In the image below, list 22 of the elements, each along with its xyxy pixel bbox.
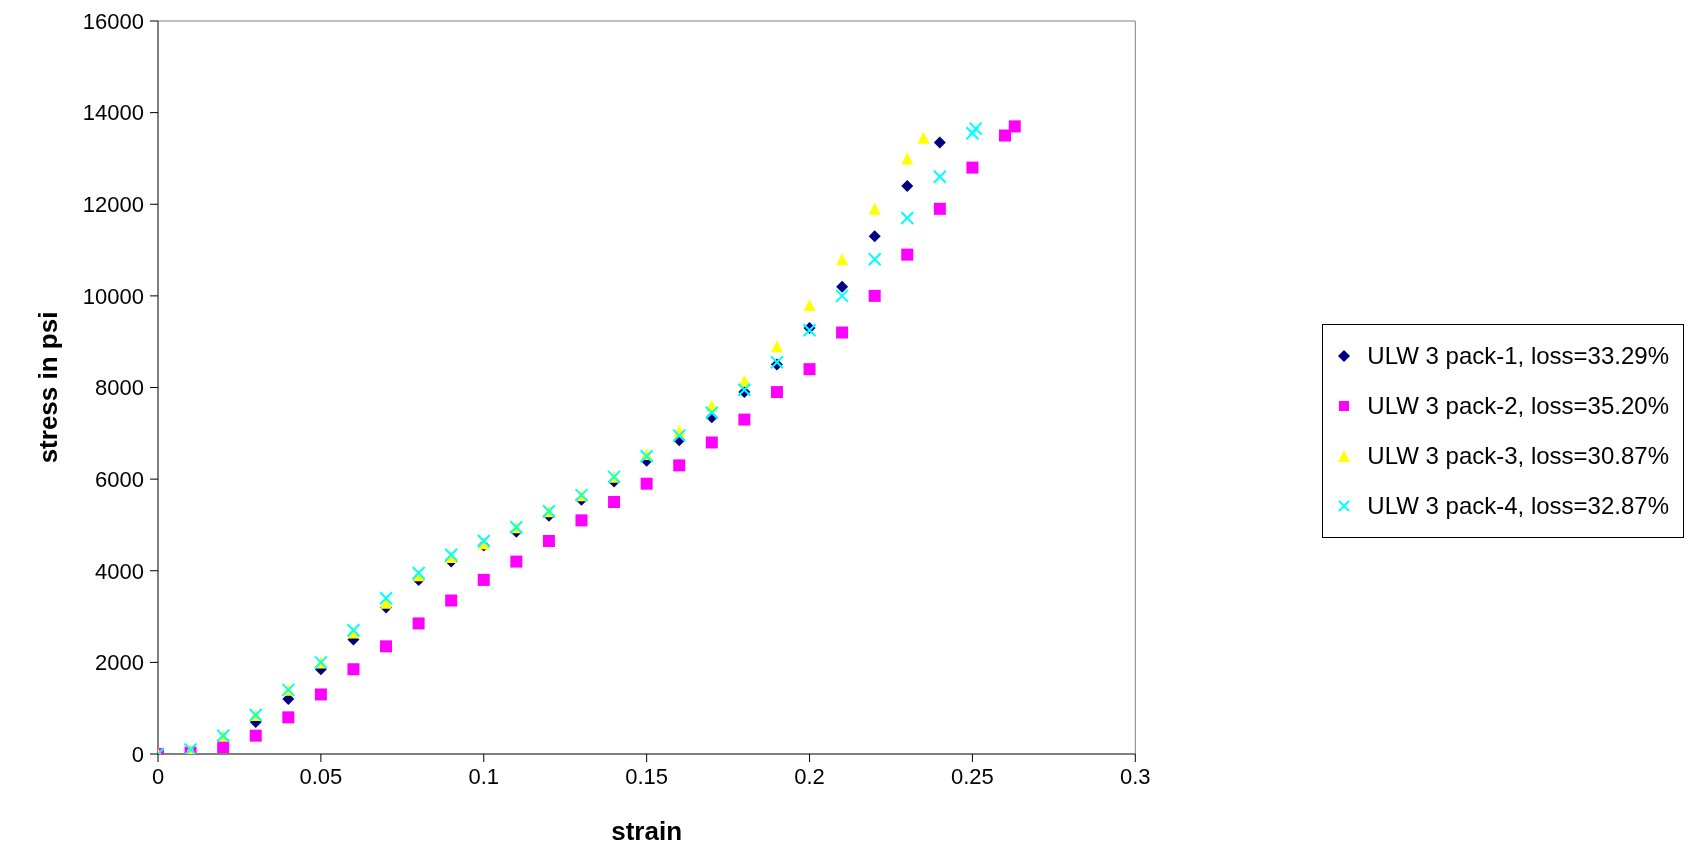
- x-tick-label: 0.3: [1120, 763, 1151, 789]
- y-tick-label: 14000: [82, 100, 144, 126]
- legend-label: ULW 3 pack-4, loss=32.87%: [1367, 492, 1669, 520]
- x-axis-title: strain: [611, 816, 683, 846]
- x-tick-label: 0.05: [299, 763, 343, 789]
- y-tick-label: 6000: [95, 466, 144, 492]
- legend-label: ULW 3 pack-3, loss=30.87%: [1367, 442, 1669, 470]
- y-tick-label: 10000: [82, 283, 144, 309]
- y-tick-label: 8000: [95, 375, 144, 401]
- y-tick-label: 4000: [95, 558, 144, 584]
- y-tick-label: 12000: [82, 192, 144, 218]
- y-axis-title: stress in psi: [33, 311, 64, 464]
- x-tick-label: 0: [151, 763, 165, 789]
- x-tick-label: 0.15: [625, 763, 669, 789]
- legend-label: ULW 3 pack-2, loss=35.20%: [1367, 392, 1669, 420]
- legend-label: ULW 3 pack-1, loss=33.29%: [1367, 342, 1669, 370]
- x-tick-label: 0.25: [951, 763, 994, 789]
- y-tick-label: 2000: [95, 650, 144, 676]
- x-tick-label: 0.2: [794, 763, 825, 789]
- y-tick-label: 16000: [82, 8, 144, 34]
- x-tick-label: 0.1: [468, 763, 500, 789]
- y-tick-label: 0: [131, 741, 144, 767]
